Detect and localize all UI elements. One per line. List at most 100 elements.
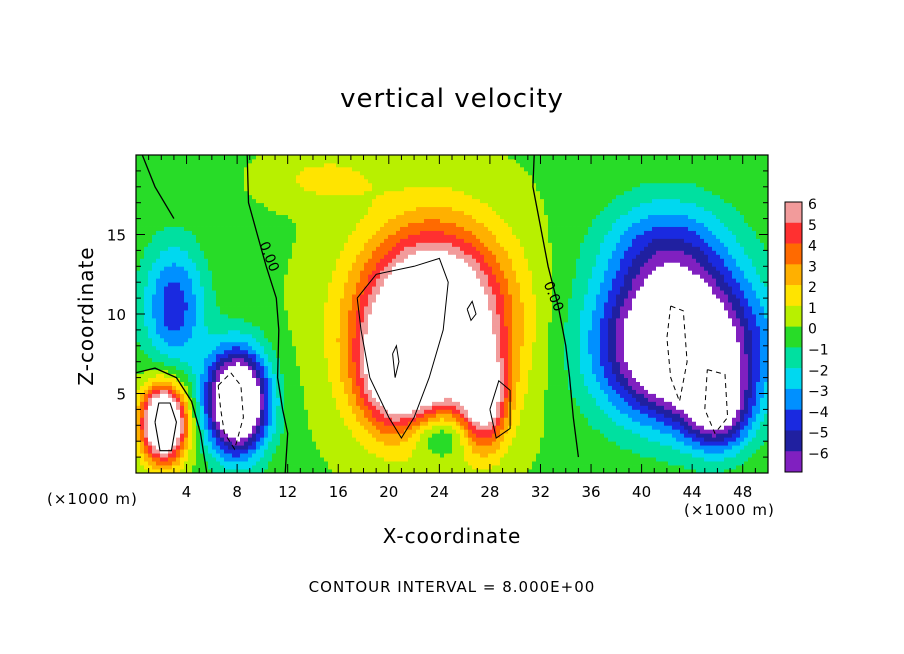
heatmap-cell bbox=[216, 437, 221, 442]
heatmap-cell bbox=[196, 441, 201, 446]
heatmap-cell bbox=[184, 409, 189, 414]
heatmap-cell bbox=[316, 290, 321, 295]
heatmap-cell bbox=[236, 389, 241, 394]
heatmap-cell bbox=[144, 202, 149, 208]
heatmap-cell bbox=[136, 155, 141, 160]
heatmap-cell bbox=[348, 405, 353, 410]
heatmap-cell bbox=[192, 453, 197, 458]
heatmap-cell bbox=[236, 377, 241, 382]
heatmap-cell bbox=[152, 294, 157, 299]
heatmap-cell bbox=[328, 361, 333, 367]
heatmap-cell bbox=[312, 361, 317, 367]
heatmap-cell bbox=[320, 437, 325, 442]
heatmap-cell bbox=[376, 389, 381, 394]
heatmap-cell bbox=[164, 258, 169, 263]
heatmap-cell bbox=[376, 365, 381, 371]
heatmap-cell bbox=[280, 282, 285, 287]
heatmap-cell bbox=[160, 194, 165, 200]
heatmap-cell bbox=[280, 329, 285, 335]
heatmap-cell bbox=[164, 433, 169, 438]
heatmap-cell bbox=[152, 155, 157, 160]
heatmap-cell bbox=[368, 258, 373, 263]
heatmap-cell bbox=[164, 282, 169, 287]
heatmap-cell bbox=[324, 437, 329, 442]
heatmap-cell bbox=[372, 226, 377, 231]
heatmap-cell bbox=[136, 409, 141, 414]
heatmap-cell bbox=[344, 250, 349, 255]
heatmap-cell bbox=[212, 198, 217, 204]
heatmap-cell bbox=[260, 325, 265, 331]
heatmap-cell bbox=[168, 341, 173, 347]
heatmap-cell bbox=[360, 170, 365, 176]
heatmap-cell bbox=[296, 278, 301, 283]
heatmap-cell bbox=[364, 425, 369, 430]
heatmap-cell bbox=[240, 186, 245, 192]
heatmap-cell bbox=[200, 282, 205, 287]
heatmap-cell bbox=[368, 393, 373, 398]
heatmap-cell bbox=[204, 325, 209, 331]
heatmap-cell bbox=[240, 218, 245, 223]
heatmap-cell bbox=[232, 246, 237, 251]
heatmap-cell bbox=[372, 230, 377, 235]
heatmap-cell bbox=[328, 437, 333, 442]
heatmap-cell bbox=[196, 405, 201, 410]
heatmap-cell bbox=[136, 465, 141, 470]
heatmap-cell bbox=[296, 226, 301, 231]
heatmap-cell bbox=[256, 166, 261, 172]
heatmap-cell bbox=[176, 321, 181, 327]
heatmap-cell bbox=[360, 286, 365, 291]
heatmap-cell bbox=[292, 409, 297, 414]
heatmap-cell bbox=[180, 302, 185, 307]
heatmap-cell bbox=[232, 238, 237, 243]
heatmap-cell bbox=[184, 278, 189, 283]
heatmap-cell bbox=[292, 357, 297, 363]
heatmap-cell bbox=[224, 381, 229, 386]
heatmap-cell bbox=[320, 202, 325, 208]
heatmap-cell bbox=[152, 290, 157, 295]
heatmap-cell bbox=[340, 389, 345, 394]
heatmap-cell bbox=[368, 294, 373, 299]
heatmap-cell bbox=[248, 178, 253, 184]
heatmap-cell bbox=[368, 325, 373, 331]
heatmap-cell bbox=[348, 377, 353, 382]
heatmap-cell bbox=[348, 433, 353, 438]
heatmap-cell bbox=[140, 389, 145, 394]
heatmap-cell bbox=[184, 393, 189, 398]
heatmap-cell bbox=[172, 246, 177, 251]
heatmap-cell bbox=[184, 170, 189, 176]
heatmap-cell bbox=[160, 266, 165, 271]
heatmap-cell bbox=[356, 441, 361, 446]
heatmap-cell bbox=[172, 405, 177, 410]
heatmap-cell bbox=[196, 433, 201, 438]
heatmap-cell bbox=[324, 206, 329, 212]
heatmap-cell bbox=[212, 158, 217, 164]
heatmap-cell bbox=[160, 365, 165, 371]
heatmap-cell bbox=[252, 377, 257, 382]
heatmap-cell bbox=[284, 433, 289, 438]
heatmap-cell bbox=[136, 262, 141, 267]
heatmap-cell bbox=[200, 345, 205, 351]
heatmap-cell bbox=[136, 278, 141, 283]
heatmap-cell bbox=[172, 437, 177, 442]
heatmap-cell bbox=[160, 298, 165, 303]
heatmap-cell bbox=[360, 353, 365, 359]
heatmap-cell bbox=[308, 206, 313, 212]
heatmap-cell bbox=[204, 198, 209, 204]
heatmap-cell bbox=[308, 270, 313, 275]
heatmap-cell bbox=[164, 230, 169, 235]
heatmap-cell bbox=[356, 325, 361, 331]
heatmap-cell bbox=[200, 337, 205, 343]
heatmap-cell bbox=[268, 250, 273, 255]
heatmap-cell bbox=[208, 357, 213, 363]
heatmap-cell bbox=[200, 226, 205, 231]
heatmap-cell bbox=[356, 397, 361, 402]
heatmap-cell bbox=[356, 369, 361, 375]
heatmap-cell bbox=[344, 341, 349, 347]
heatmap-cell bbox=[356, 194, 361, 200]
heatmap-cell bbox=[364, 437, 369, 442]
heatmap-cell bbox=[352, 270, 357, 275]
heatmap-cell bbox=[188, 453, 193, 458]
heatmap-cell bbox=[208, 405, 213, 410]
heatmap-cell bbox=[328, 357, 333, 363]
heatmap-cell bbox=[168, 238, 173, 243]
